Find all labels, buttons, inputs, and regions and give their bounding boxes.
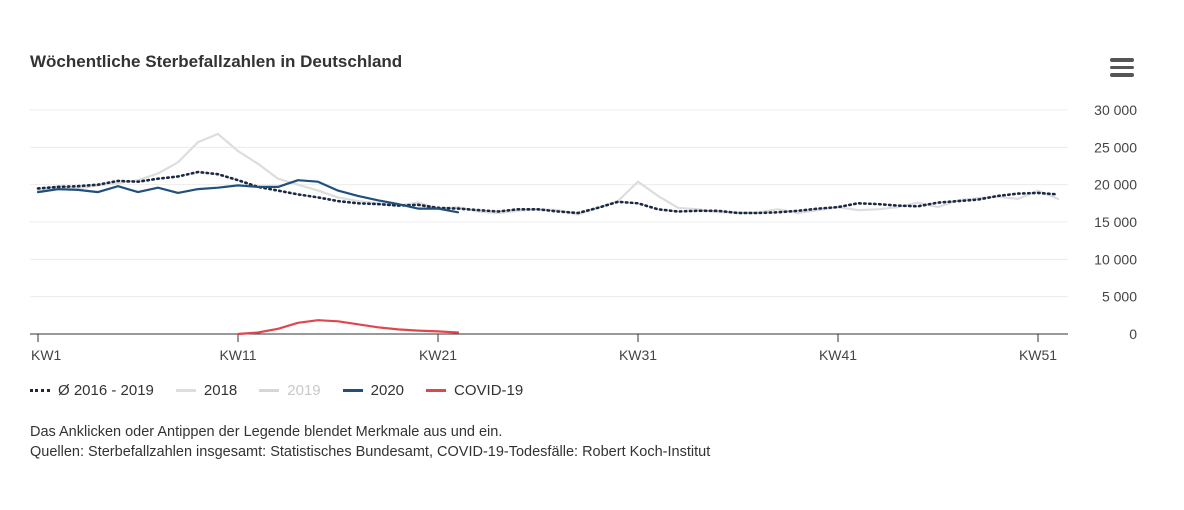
chart-note: Das Anklicken oder Antippen der Legende … bbox=[30, 422, 710, 462]
series-line-covid-19 bbox=[236, 319, 460, 336]
legend-item-2016-2019[interactable]: Ø 2016 - 2019 bbox=[30, 382, 154, 399]
legend-item-2019[interactable]: 2019 bbox=[259, 382, 321, 399]
series-line-2016-2019 bbox=[36, 170, 1060, 215]
series-line-2020 bbox=[36, 179, 460, 214]
legend-swatch bbox=[175, 389, 196, 392]
x-tick-label: KW11 bbox=[219, 347, 256, 363]
y-tick-label: 5 000 bbox=[1102, 289, 1137, 305]
x-tick-label: KW31 bbox=[619, 347, 657, 363]
legend-label: COVID-19 bbox=[454, 382, 524, 399]
line-chart: 0 5 000 10 000 15 000 20 000 25 000 30 000 KW1 K… bbox=[30, 102, 1137, 363]
legend-item-2018[interactable]: 2018 bbox=[175, 382, 238, 399]
chart-title: Wöchentliche Sterbefallzahlen in Deutsch… bbox=[30, 52, 403, 71]
legend-swatch bbox=[30, 389, 50, 392]
x-tick-label: KW21 bbox=[419, 347, 457, 363]
y-tick-label: 30 000 bbox=[1094, 102, 1137, 118]
legend-item-2020[interactable]: 2020 bbox=[342, 382, 405, 399]
y-tick-label: 0 bbox=[1129, 326, 1137, 342]
legend-label: 2019 bbox=[287, 382, 321, 399]
y-tick-label: 20 000 bbox=[1094, 177, 1137, 193]
legend-swatch bbox=[342, 389, 363, 392]
legend-swatch bbox=[426, 389, 447, 392]
y-tick-label: 10 000 bbox=[1094, 251, 1137, 267]
legend-label: 2018 bbox=[203, 382, 238, 399]
y-tick-label: 15 000 bbox=[1094, 214, 1137, 230]
legend-label: 2020 bbox=[370, 382, 405, 399]
x-tick-label: KW51 bbox=[1019, 347, 1057, 363]
chart-legend: Ø 2016 - 2019 2018 2019 2020 COVID-19 bbox=[30, 382, 523, 399]
legend-label: Ø 2016 - 2019 bbox=[58, 382, 154, 399]
source-text: Quellen: Sterbefallzahlen insgesamt: Sta… bbox=[30, 444, 711, 460]
legend-item-covid-19[interactable]: COVID-19 bbox=[426, 382, 523, 399]
hamburger-menu-icon[interactable] bbox=[1110, 58, 1138, 80]
x-tick-label: KW1 bbox=[31, 347, 62, 363]
x-tick-label: KW41 bbox=[819, 347, 857, 363]
legend-hint-text: Das Anklicken oder Antippen der Legende … bbox=[30, 424, 503, 440]
y-tick-label: 25 000 bbox=[1094, 139, 1137, 155]
legend-swatch bbox=[259, 389, 280, 392]
